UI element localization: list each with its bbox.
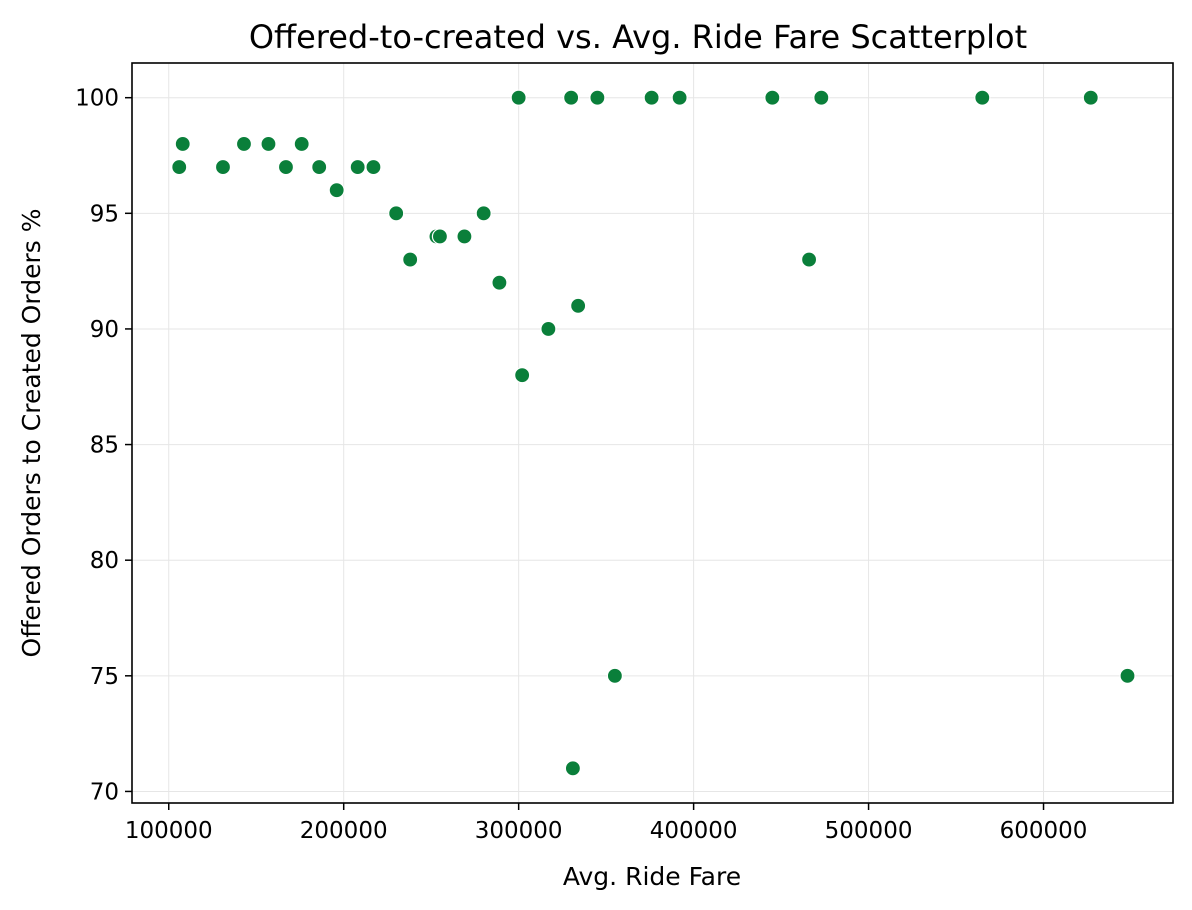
x-tick-label: 500000 [825, 818, 913, 844]
data-point [349, 158, 366, 176]
y-axis-label: Offered Orders to Created Orders % [17, 209, 46, 658]
data-point [388, 205, 405, 222]
data-point [402, 251, 419, 268]
data-point [643, 89, 660, 106]
x-tick-label: 300000 [475, 818, 563, 844]
data-point [491, 274, 508, 291]
data-point [293, 135, 310, 153]
plot-frame [131, 62, 1174, 804]
data-point [563, 89, 580, 106]
data-point [564, 760, 581, 777]
data-point [671, 89, 688, 106]
x-tick-label: 400000 [650, 818, 738, 844]
data-point [214, 158, 232, 176]
data-point [764, 89, 781, 106]
data-point [431, 228, 449, 245]
axis-ticks: 100000 200000 300000 400000 500000 600000 70 75… [75, 86, 1087, 844]
x-tick-label: 200000 [300, 818, 388, 844]
data-point [1082, 89, 1099, 106]
y-tick-label: 90 [90, 317, 119, 343]
data-point [174, 135, 191, 153]
data-point [365, 158, 382, 176]
y-tick-label: 95 [90, 201, 119, 227]
data-point [260, 135, 277, 153]
chart-title: Offered-to-created vs. Avg. Ride Fare Sc… [249, 18, 1027, 56]
y-tick-label: 75 [90, 664, 119, 690]
data-point [514, 367, 531, 384]
y-tick-label: 80 [90, 548, 119, 574]
data-point [800, 251, 818, 268]
y-tick-label: 85 [90, 433, 119, 459]
data-point [510, 89, 527, 106]
y-tick-label: 100 [75, 86, 119, 112]
data-point [475, 205, 492, 222]
data-point [311, 158, 328, 176]
y-tick-label: 70 [90, 779, 119, 805]
data-point [171, 158, 188, 176]
data-point [456, 228, 473, 245]
data-points [171, 89, 1136, 777]
data-point [813, 89, 830, 106]
data-point [328, 182, 345, 199]
data-point [540, 320, 557, 338]
data-point [277, 158, 295, 176]
data-point [974, 89, 991, 106]
x-tick-label: 600000 [1000, 818, 1088, 844]
data-point [570, 297, 587, 314]
data-point [1119, 667, 1136, 684]
x-tick-label: 100000 [125, 818, 213, 844]
data-point [589, 89, 606, 106]
x-axis-label: Avg. Ride Fare [563, 862, 741, 891]
data-point [606, 667, 623, 684]
data-point [235, 135, 253, 153]
